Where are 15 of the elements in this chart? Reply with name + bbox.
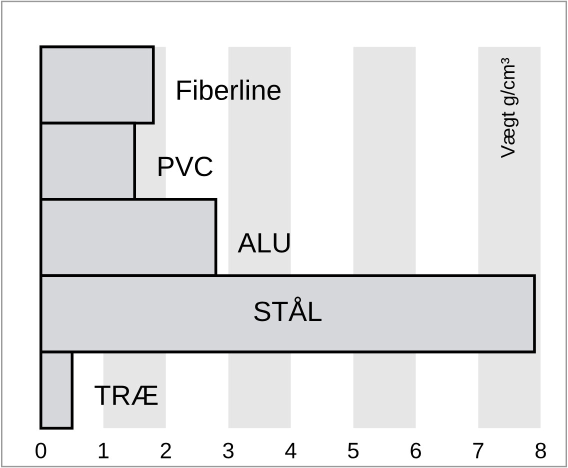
annotation: Vægt g/cm³ [500, 58, 519, 158]
x-tick-label: 7 [473, 442, 484, 458]
x-tick-label: 1 [98, 442, 108, 458]
x-tick-label: 5 [348, 442, 359, 458]
x-tick-label: 8 [536, 442, 546, 458]
x-tick-label: 2 [160, 442, 171, 458]
x-tick-label: 0 [36, 442, 46, 458]
x-tick-label: 4 [285, 442, 296, 458]
y-tick-label: ALU [238, 233, 290, 253]
y-tick-label: Fiberline [178, 80, 281, 100]
x-tick-label: 3 [223, 442, 234, 458]
y-tick-label: TRÆ [94, 386, 158, 405]
y-tick-label: PVC [158, 156, 213, 176]
x-tick-label: 6 [410, 442, 421, 458]
y-tick-label: STÅL [254, 296, 322, 322]
